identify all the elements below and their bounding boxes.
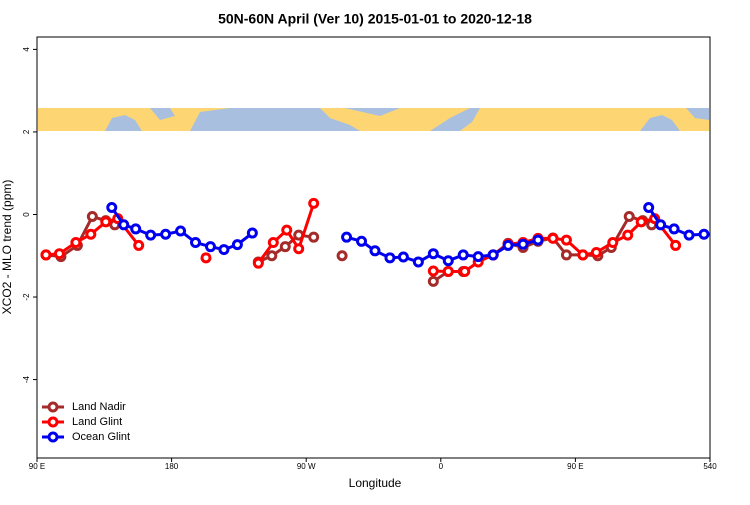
map-water	[105, 108, 709, 131]
data-point	[502, 239, 514, 251]
data-point	[412, 256, 424, 268]
series-line	[110, 206, 705, 264]
y-tick-label: 0	[22, 212, 31, 217]
x-tick-label: 90 W	[297, 462, 316, 471]
data-point	[369, 245, 381, 257]
plot-frame	[36, 36, 711, 459]
data-point	[308, 231, 320, 243]
data-point	[279, 241, 291, 253]
data-point	[623, 211, 635, 223]
data-point	[86, 211, 98, 223]
data-point	[266, 250, 278, 262]
x-tick-label: 90 E	[567, 462, 583, 471]
y-tick-label: 2	[22, 129, 31, 134]
data-point	[293, 243, 305, 255]
data-point	[130, 223, 142, 235]
data-point	[106, 201, 118, 213]
data-point	[70, 237, 82, 249]
data-point	[517, 238, 529, 250]
data-point	[427, 265, 439, 277]
data-point	[384, 252, 396, 264]
legend-marker	[47, 416, 59, 428]
data-point	[133, 239, 145, 251]
data-point	[457, 249, 469, 261]
x-tick-label: 90 E	[29, 462, 45, 471]
data-point	[85, 228, 97, 240]
data-point	[427, 275, 439, 287]
data-point	[252, 257, 264, 269]
data-point	[442, 255, 454, 267]
legend-label: Land Glint	[72, 416, 122, 428]
data-point	[190, 237, 202, 249]
data-point	[670, 239, 682, 251]
data-point	[590, 246, 602, 258]
data-point	[532, 234, 544, 246]
data-point	[459, 265, 471, 277]
legend-marker	[47, 431, 59, 443]
data-point	[281, 224, 293, 236]
y-axis-label: XCO2 - MLO trend (ppm)	[0, 180, 14, 315]
data-point	[308, 197, 320, 209]
data-point	[683, 229, 695, 241]
data-point	[175, 225, 187, 237]
x-tick-label: 180	[165, 462, 179, 471]
data-point	[487, 249, 499, 261]
data-point	[397, 251, 409, 263]
data-point	[622, 229, 634, 241]
data-point	[643, 201, 655, 213]
data-point	[246, 227, 258, 239]
data-point	[698, 228, 710, 240]
data-point	[336, 250, 348, 262]
x-tick-label: 540	[703, 462, 717, 471]
data-point	[577, 249, 589, 261]
data-point	[655, 219, 667, 231]
data-point	[356, 235, 368, 247]
legend-label: Land Nadir	[72, 401, 126, 413]
chart-title: 50N-60N April (Ver 10) 2015-01-01 to 202…	[218, 11, 532, 27]
data-point	[145, 229, 157, 241]
data-point	[231, 239, 243, 251]
x-axis-label: Longitude	[349, 476, 402, 490]
data-point	[100, 216, 112, 228]
legend-marker	[47, 401, 59, 413]
data-point	[560, 249, 572, 261]
legend-label: Ocean Glint	[72, 431, 130, 443]
data-point	[218, 244, 230, 256]
data-point	[607, 237, 619, 249]
data-point	[40, 249, 52, 261]
data-point	[267, 237, 279, 249]
data-point	[560, 234, 572, 246]
map-strip	[38, 108, 709, 131]
data-point	[472, 251, 484, 263]
y-tick-label: -2	[22, 293, 31, 301]
x-tick-label: 0	[439, 462, 444, 471]
data-point	[53, 248, 65, 260]
y-tick-label: 4	[22, 47, 31, 52]
data-point	[547, 232, 559, 244]
data-point	[635, 216, 647, 228]
data-point	[118, 219, 130, 231]
y-tick-label: -4	[22, 375, 31, 383]
data-point	[200, 252, 212, 264]
data-point	[668, 223, 680, 235]
data-point	[442, 265, 454, 277]
data-point	[341, 231, 353, 243]
data-point	[160, 228, 172, 240]
data-point	[427, 248, 439, 260]
data-point	[204, 241, 216, 253]
